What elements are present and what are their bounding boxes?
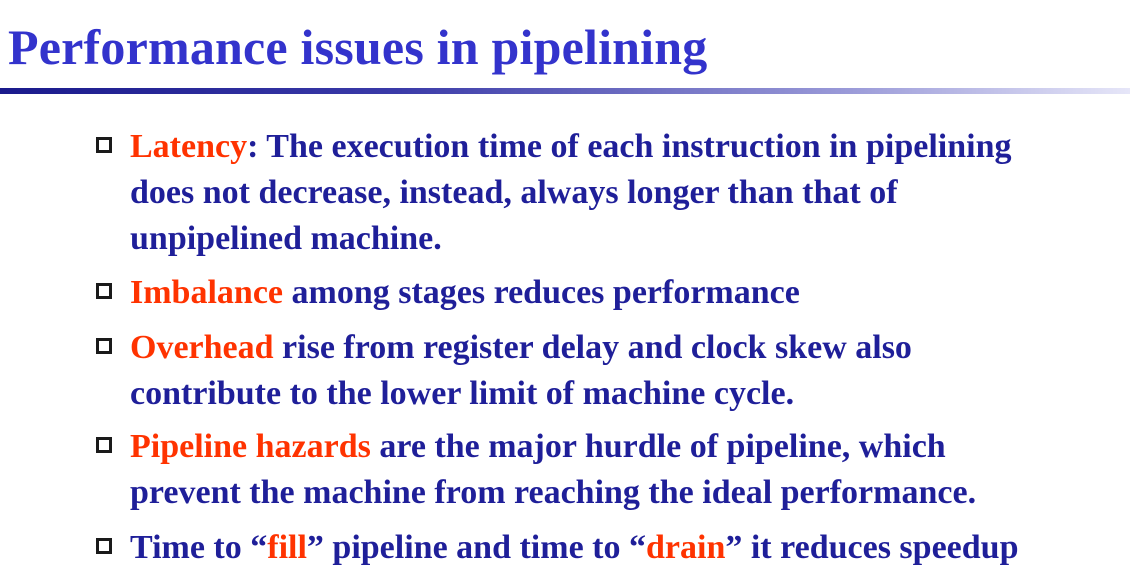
- bullet-line: Pipeline hazards are the major hurdle of…: [130, 424, 1126, 470]
- bullet-item-latency: Latency: The execution time of each inst…: [96, 124, 1126, 262]
- bullet-line: Latency: The execution time of each inst…: [130, 124, 1126, 170]
- highlight-term-drain: drain: [646, 529, 726, 566]
- bullet-text: : The execution time of each instruction…: [247, 128, 1012, 165]
- highlight-term-fill: fill: [267, 529, 307, 566]
- bullet-text: contribute to the lower limit of machine…: [130, 375, 795, 412]
- bullet-text: Time to “: [130, 529, 268, 566]
- hollow-square-bullet-icon: [96, 437, 112, 453]
- bullet-item-fill-drain: Time to “fill” pipeline and time to “dra…: [96, 525, 1126, 571]
- bullet-text: does not decrease, instead, always longe…: [130, 174, 898, 211]
- bullet-line: contribute to the lower limit of machine…: [130, 371, 1126, 417]
- highlight-term-pipeline-hazards: Pipeline hazards: [130, 428, 371, 465]
- bullet-text: among stages reduces performance: [283, 274, 800, 311]
- highlight-term-latency: Latency: [130, 128, 248, 165]
- hollow-square-bullet-icon: [96, 283, 112, 299]
- bullet-text: unpipelined machine.: [130, 220, 442, 257]
- hollow-square-bullet-icon: [96, 338, 112, 354]
- bullet-line: does not decrease, instead, always longe…: [130, 170, 1126, 216]
- hollow-square-bullet-icon: [96, 137, 112, 153]
- bullet-line: Time to “fill” pipeline and time to “dra…: [130, 525, 1126, 571]
- bullet-item-overhead: Overhead rise from register delay and cl…: [96, 325, 1126, 417]
- bullet-line: prevent the machine from reaching the id…: [130, 470, 1126, 516]
- bullet-item-pipeline-hazards: Pipeline hazards are the major hurdle of…: [96, 424, 1126, 516]
- bullet-text: are the major hurdle of pipeline, which: [370, 428, 946, 465]
- bullet-item-imbalance: Imbalance among stages reduces performan…: [96, 270, 1126, 316]
- bullet-text: prevent the machine from reaching the id…: [130, 474, 977, 511]
- bullet-text: rise from register delay and clock skew …: [273, 329, 912, 366]
- bullet-line: unpipelined machine.: [130, 216, 1126, 262]
- bullet-text: ” pipeline and time to “: [306, 529, 646, 566]
- bullet-text: ” it reduces speedup: [725, 529, 1019, 566]
- bullet-line: Overhead rise from register delay and cl…: [130, 325, 1126, 371]
- highlight-term-overhead: Overhead: [130, 329, 274, 366]
- hollow-square-bullet-icon: [96, 538, 112, 554]
- highlight-term-imbalance: Imbalance: [130, 274, 283, 311]
- bullet-line: Imbalance among stages reduces performan…: [130, 270, 1126, 316]
- slide-title: Performance issues in pipelining: [8, 19, 708, 75]
- title-underline-divider: [0, 88, 1130, 94]
